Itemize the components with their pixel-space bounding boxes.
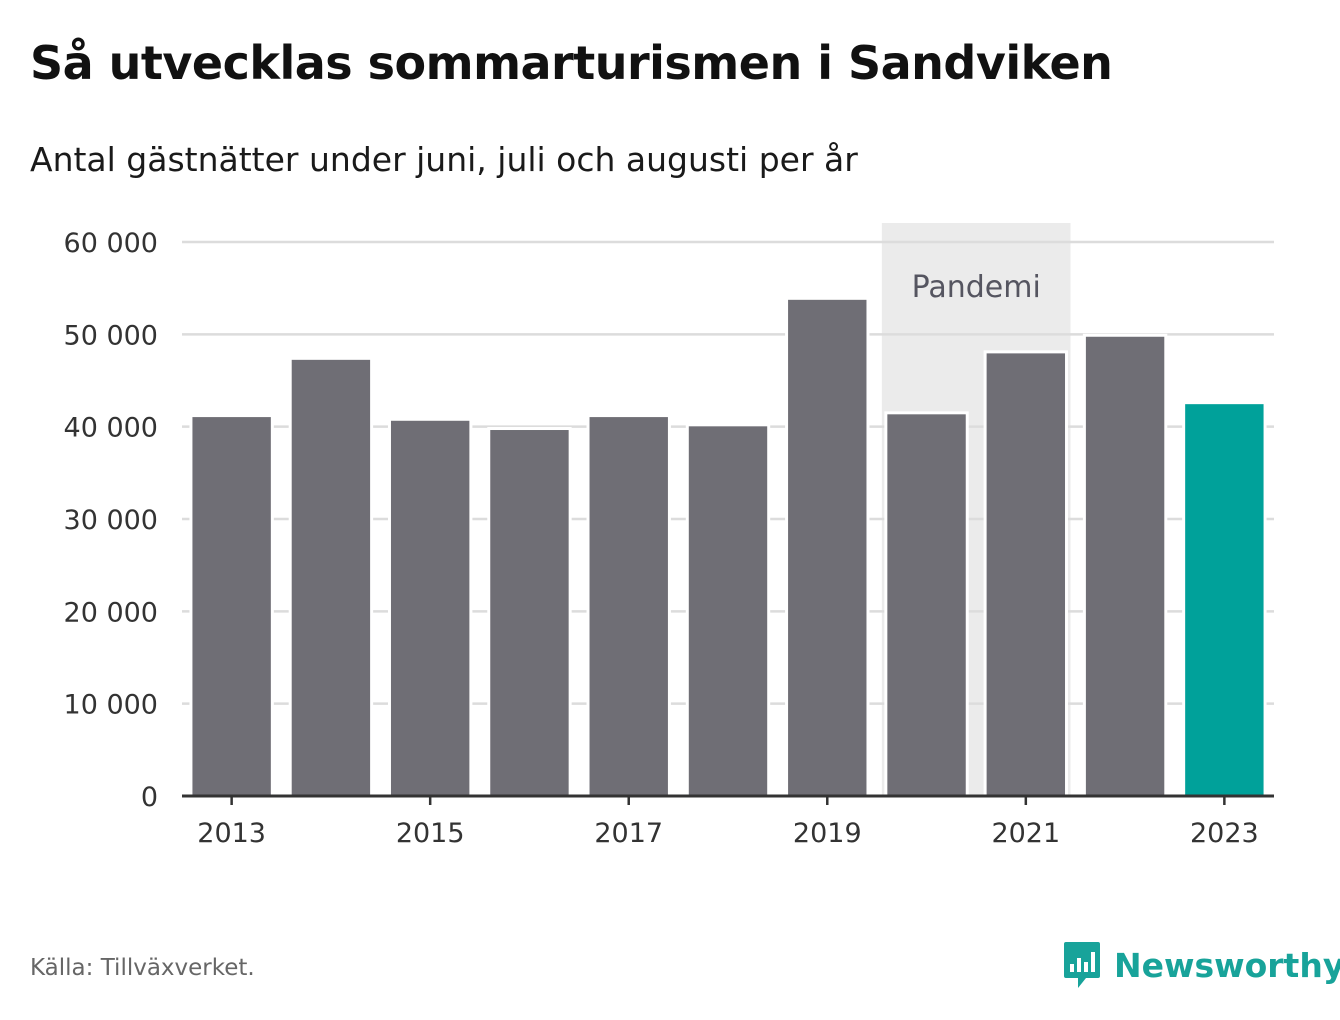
- newsworthy-logo-icon: [1064, 942, 1100, 988]
- bar-2014: [288, 356, 374, 798]
- x-tick-label: 2015: [396, 818, 465, 849]
- bar-chart: Pandemi 0 10 000 20 000 30 000 40 000 50 000 60…: [64, 223, 1274, 849]
- y-tick-label: 30 000: [64, 505, 158, 536]
- bar-2019: [785, 296, 870, 798]
- bar-2022: [1082, 333, 1168, 798]
- y-tick-label: 10 000: [64, 690, 158, 721]
- brand-name: Newsworthy: [1114, 945, 1340, 985]
- bar-2020: [884, 411, 969, 798]
- x-tick-label: 2019: [793, 818, 862, 849]
- y-tick-label: 20 000: [64, 597, 158, 628]
- bar-2017: [586, 414, 671, 798]
- chart-title: Så utvecklas sommarturismen i Sandviken: [30, 36, 1113, 90]
- y-tick-label: 0: [141, 782, 158, 813]
- y-tick-label: 60 000: [64, 228, 158, 259]
- bar-2013: [189, 414, 274, 798]
- x-tick-label: 2021: [991, 818, 1060, 849]
- source-note: Källa: Tillväxverket.: [30, 955, 255, 981]
- x-tick-label: 2013: [197, 818, 266, 849]
- y-tick-label: 40 000: [64, 413, 158, 444]
- chart-subtitle: Antal gästnätter under juni, juli och au…: [30, 140, 858, 179]
- bar-2021: [983, 350, 1069, 798]
- x-tick-label: 2017: [594, 818, 663, 849]
- brand-logo: Newsworthy: [1062, 940, 1340, 990]
- bar-2016: [487, 427, 572, 798]
- y-tick-label: 50 000: [64, 320, 158, 351]
- annotation-label: Pandemi: [912, 270, 1041, 305]
- bar-2023: [1182, 401, 1267, 798]
- bar-2018: [685, 423, 771, 798]
- x-tick-label: 2023: [1190, 818, 1259, 849]
- bar-2015: [387, 417, 473, 798]
